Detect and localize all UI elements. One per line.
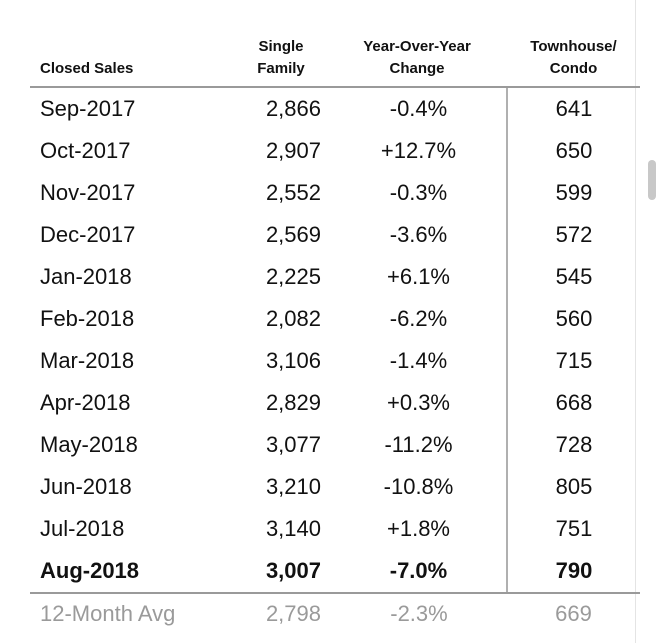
table-cell-month: Oct-2017 [40, 138, 131, 163]
table-row: Jul-2018 3,140 +1.8% 751 [30, 508, 640, 550]
table-cell-townhouse-condo: 572 [506, 214, 640, 256]
header-single-family-line1: Single [258, 38, 304, 55]
header-single-family: Single Family [225, 30, 327, 88]
table-row: Dec-2017 2,569 -3.6% 572 [30, 214, 640, 256]
table-cell-townhouse-condo: 599 [506, 172, 640, 214]
table-body: Sep-2017 2,866 -0.4% 641 Oct-2017 2,907 +12.7%… [30, 87, 640, 634]
table-cell-townhouse-condo: 790 [506, 550, 640, 594]
header-closed-sales: Closed Sales [30, 30, 225, 88]
average-townhouse-condo: 669 [555, 601, 592, 626]
table-row: Nov-2017 2,552 -0.3% 599 [30, 172, 640, 214]
table-cell-single-family: 2,829 [265, 390, 321, 415]
scrollbar-thumb[interactable] [648, 160, 656, 200]
table-cell-townhouse-condo: 668 [506, 382, 640, 424]
header-townhouse-condo-line1: Townhouse/ [530, 38, 617, 55]
table-cell-yoy-change: -6.2% [389, 306, 448, 331]
table-cell-single-family: 2,082 [265, 306, 321, 331]
table-cell-month: Jun-2018 [40, 474, 132, 499]
table-cell-townhouse-condo: 751 [506, 508, 640, 550]
table-cell-single-family: 2,225 [265, 264, 321, 289]
header-single-family-line2: Family [257, 60, 305, 77]
table-cell-single-family: 3,007 [225, 550, 327, 594]
table-cell-single-family: 3,210 [265, 474, 321, 499]
table-cell-townhouse-condo: 545 [506, 256, 640, 298]
table-cell-yoy-change: -1.4% [389, 348, 448, 373]
table-row: Feb-2018 2,082 -6.2% 560 [30, 298, 640, 340]
average-label: 12-Month Avg [40, 601, 176, 626]
average-single-family: 2,798 [265, 601, 321, 626]
table-cell-month: May-2018 [40, 432, 138, 457]
header-yoy-change-line2: Change [389, 60, 445, 77]
table-cell-yoy-change: -11.2% [384, 432, 453, 457]
table-cell-yoy-change: +12.7% [380, 138, 457, 163]
table-cell-month: Nov-2017 [40, 180, 136, 205]
header-row: Closed Sales Single Family Year-Over-Yea… [30, 30, 640, 88]
average-row: 12-Month Avg 2,798 -2.3% 669 [30, 593, 640, 634]
table-cell-townhouse-condo: 560 [506, 298, 640, 340]
table-cell-yoy-change: +6.1% [387, 264, 450, 289]
table-cell-yoy-change: +1.8% [387, 516, 450, 541]
table-cell-month: Apr-2018 [40, 390, 131, 415]
table-cell-month: Aug-2018 [30, 550, 225, 594]
closed-sales-table: Closed Sales Single Family Year-Over-Yea… [30, 30, 640, 634]
table-cell-townhouse-condo: 715 [506, 340, 640, 382]
header-townhouse-condo-line2: Condo [549, 60, 598, 77]
table-row: Mar-2018 3,106 -1.4% 715 [30, 340, 640, 382]
table-cell-yoy-change: +0.3% [387, 390, 450, 415]
table-cell-single-family: 2,866 [265, 96, 321, 121]
table-cell-townhouse-condo: 805 [506, 466, 640, 508]
table-cell-month: Jan-2018 [40, 264, 132, 289]
table-cell-month: Mar-2018 [40, 348, 135, 373]
table-row: Jan-2018 2,225 +6.1% 545 [30, 256, 640, 298]
table-cell-month: Sep-2017 [40, 96, 136, 121]
table-row: Oct-2017 2,907 +12.7% 650 [30, 130, 640, 172]
table-cell-townhouse-condo: 650 [506, 130, 640, 172]
table-row: Apr-2018 2,829 +0.3% 668 [30, 382, 640, 424]
table-cell-yoy-change: -3.6% [389, 222, 448, 247]
table-row: Aug-2018 3,007 -7.0% 790 [30, 550, 640, 594]
header-yoy-change: Year-Over-Year Change [327, 30, 507, 88]
table-cell-yoy-change: -0.3% [389, 180, 448, 205]
table-cell-single-family: 3,106 [265, 348, 321, 373]
header-closed-sales-line1: Closed Sales [40, 60, 134, 77]
table-cell-yoy-change: -0.4% [389, 96, 448, 121]
table-row: May-2018 3,077 -11.2% 728 [30, 424, 640, 466]
table-cell-townhouse-condo: 641 [506, 87, 640, 130]
table-cell-month: Feb-2018 [40, 306, 135, 331]
table-cell-yoy-change: -10.8% [383, 474, 454, 499]
header-townhouse-condo: Townhouse/ Condo [507, 30, 640, 88]
average-yoy-change: -2.3% [390, 601, 448, 626]
table-cell-townhouse-condo: 728 [506, 424, 640, 466]
table-cell-month: Dec-2017 [40, 222, 136, 247]
table-row: Sep-2017 2,866 -0.4% 641 [30, 87, 640, 130]
table-cell-single-family: 2,552 [265, 180, 321, 205]
table-cell-single-family: 2,569 [265, 222, 321, 247]
table-row: Jun-2018 3,210 -10.8% 805 [30, 466, 640, 508]
table-cell-single-family: 3,077 [265, 432, 321, 457]
header-yoy-change-line1: Year-Over-Year [363, 38, 471, 55]
table-cell-yoy-change: -7.0% [327, 550, 507, 594]
table-cell-single-family: 3,140 [265, 516, 321, 541]
table-cell-single-family: 2,907 [265, 138, 321, 163]
table-cell-month: Jul-2018 [40, 516, 125, 541]
